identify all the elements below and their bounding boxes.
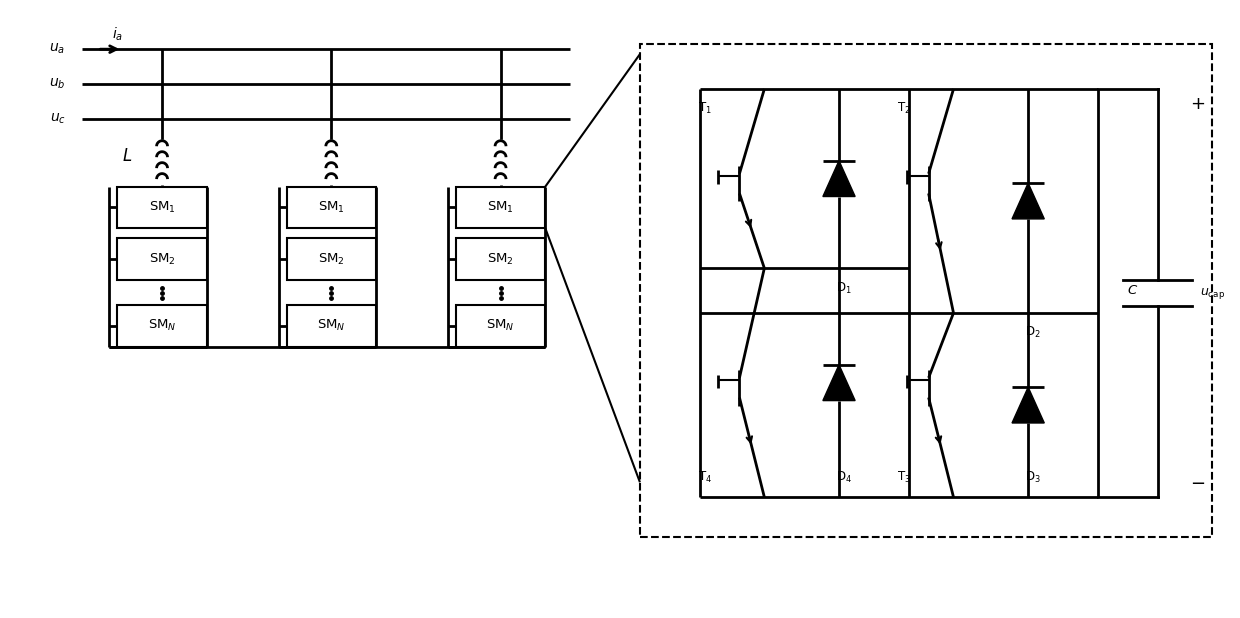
Text: $\mathrm{D}_4$: $\mathrm{D}_4$ — [836, 470, 852, 485]
Text: $\mathrm{SM}_1$: $\mathrm{SM}_1$ — [149, 200, 176, 215]
Text: $-$: $-$ — [1190, 473, 1205, 491]
Text: $\mathrm{SM}_N$: $\mathrm{SM}_N$ — [486, 318, 515, 334]
Bar — [456, 239, 546, 280]
Text: $\mathrm{D}_1$: $\mathrm{D}_1$ — [836, 281, 852, 295]
Text: $u_a$: $u_a$ — [50, 42, 66, 56]
Polygon shape — [1012, 387, 1044, 423]
Text: $L$: $L$ — [122, 148, 133, 165]
Text: $\mathrm{SM}_2$: $\mathrm{SM}_2$ — [487, 252, 513, 267]
Bar — [286, 305, 376, 347]
Bar — [286, 239, 376, 280]
Text: $u_c$: $u_c$ — [50, 112, 66, 126]
Polygon shape — [823, 365, 856, 400]
Text: $\mathrm{T}_1$: $\mathrm{T}_1$ — [698, 101, 712, 116]
Text: $\mathrm{SM}_N$: $\mathrm{SM}_N$ — [148, 318, 176, 334]
Text: $\mathrm{SM}_2$: $\mathrm{SM}_2$ — [317, 252, 345, 267]
Text: $\mathrm{T}_3$: $\mathrm{T}_3$ — [897, 470, 910, 485]
Bar — [118, 187, 207, 229]
Bar — [286, 187, 376, 229]
Bar — [456, 305, 546, 347]
Text: $\mathrm{T}_4$: $\mathrm{T}_4$ — [698, 470, 712, 485]
Text: $\mathrm{SM}_1$: $\mathrm{SM}_1$ — [487, 200, 515, 215]
Polygon shape — [823, 161, 856, 197]
Text: $\mathrm{D}_2$: $\mathrm{D}_2$ — [1025, 325, 1040, 341]
Bar — [118, 239, 207, 280]
Polygon shape — [1012, 183, 1044, 219]
Bar — [456, 187, 546, 229]
Text: $\mathrm{SM}_N$: $\mathrm{SM}_N$ — [317, 318, 346, 334]
Bar — [118, 305, 207, 347]
Bar — [640, 44, 1213, 537]
Text: $u_{\rm cap}$: $u_{\rm cap}$ — [1200, 286, 1225, 300]
Text: $\mathrm{D}_3$: $\mathrm{D}_3$ — [1025, 470, 1042, 485]
Text: $\mathrm{SM}_1$: $\mathrm{SM}_1$ — [317, 200, 345, 215]
Text: $\mathrm{SM}_2$: $\mathrm{SM}_2$ — [149, 252, 176, 267]
Text: $\mathrm{T}_2$: $\mathrm{T}_2$ — [897, 101, 910, 116]
Text: $+$: $+$ — [1190, 95, 1205, 113]
Text: $C$: $C$ — [1127, 284, 1138, 297]
Text: $u_b$: $u_b$ — [50, 77, 66, 91]
Text: $i_a$: $i_a$ — [112, 25, 123, 43]
